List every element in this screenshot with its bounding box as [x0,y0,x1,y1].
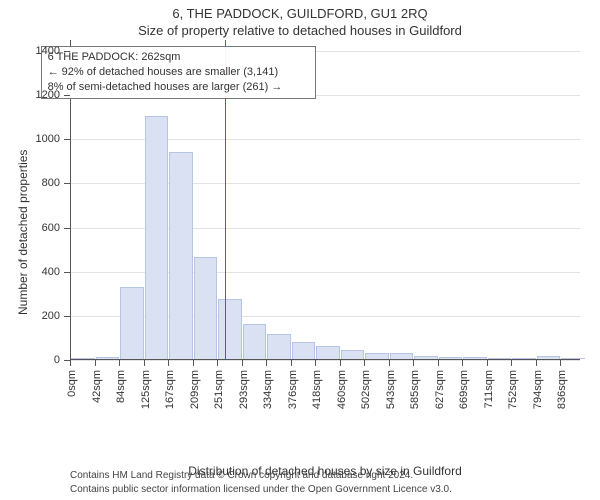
x-tick-label: 42sqm [91,370,103,403]
x-tick-mark [340,360,341,366]
histogram-bar [169,152,193,359]
y-tick-label: 400 [0,266,60,278]
histogram-bar [71,358,95,359]
x-tick-label: 543sqm [385,370,397,409]
y-tick-mark [64,139,70,140]
attribution-line-1: Contains HM Land Registry data © Crown c… [70,469,452,483]
x-tick-mark [266,360,267,366]
histogram-bar [561,358,585,359]
x-tick-mark [168,360,169,366]
x-tick-label: 627sqm [434,370,446,409]
legend-box: 6 THE PADDOCK: 262sqm ← 92% of detached … [41,46,316,99]
y-tick-label: 1200 [0,89,60,101]
page-address: 6, THE PADDOCK, GUILDFORD, GU1 2RQ [0,6,600,21]
histogram-bar [194,257,218,359]
x-tick-mark [438,360,439,366]
legend-line-3: 8% of semi-detached houses are larger (2… [48,80,309,95]
histogram-bar [365,353,389,359]
x-tick-mark [413,360,414,366]
histogram-bar [512,358,536,359]
x-tick-label: 460sqm [336,370,348,409]
x-tick-mark [536,360,537,366]
x-tick-label: 167sqm [164,370,176,409]
y-tick-mark [64,272,70,273]
x-tick-mark [462,360,463,366]
x-tick-label: 794sqm [532,370,544,409]
y-tick-mark [64,183,70,184]
grid-line [71,360,580,361]
histogram-bar [414,356,438,359]
y-tick-label: 800 [0,177,60,189]
histogram-bar [218,299,242,359]
x-tick-mark [511,360,512,366]
y-tick-mark [64,51,70,52]
x-tick-mark [119,360,120,366]
x-tick-label: 376sqm [287,370,299,409]
x-tick-label: 0sqm [66,370,78,397]
x-tick-label: 752sqm [507,370,519,409]
x-tick-mark [95,360,96,366]
page-subtitle: Size of property relative to detached ho… [0,23,600,38]
histogram-bar [96,357,120,359]
x-tick-label: 125sqm [140,370,152,409]
x-tick-mark [193,360,194,366]
y-tick-label: 1400 [0,45,60,57]
legend-line-2: ← 92% of detached houses are smaller (3,… [48,65,309,80]
x-tick-label: 293sqm [238,370,250,409]
histogram-bar [316,346,340,359]
x-tick-mark [560,360,561,366]
x-tick-mark [389,360,390,366]
histogram-bar [243,324,267,359]
x-tick-label: 585sqm [409,370,421,409]
x-tick-label: 334sqm [262,370,274,409]
x-tick-label: 418sqm [311,370,323,409]
x-tick-mark [242,360,243,366]
y-tick-mark [64,95,70,96]
attribution-line-2: Contains public sector information licen… [70,483,452,497]
attribution: Contains HM Land Registry data © Crown c… [70,469,452,496]
histogram-bar [537,356,561,359]
x-tick-mark [70,360,71,366]
x-tick-mark [487,360,488,366]
histogram-bar [390,353,414,359]
x-tick-label: 84sqm [115,370,127,403]
histogram-bar [292,342,316,359]
histogram-bar [267,334,291,359]
x-tick-label: 669sqm [458,370,470,409]
x-tick-mark [315,360,316,366]
y-tick-label: 200 [0,310,60,322]
histogram-bar [439,357,463,359]
x-tick-label: 836sqm [556,370,568,409]
x-tick-label: 209sqm [189,370,201,409]
histogram-bar [341,350,365,359]
legend-line-1: 6 THE PADDOCK: 262sqm [48,50,309,65]
histogram-bar [145,116,169,359]
histogram-bar [120,287,144,359]
histogram-bar [488,358,512,359]
y-tick-mark [64,316,70,317]
y-tick-mark [64,228,70,229]
plot-area: 6 THE PADDOCK: 262sqm ← 92% of detached … [70,40,580,360]
x-tick-mark [291,360,292,366]
y-tick-label: 600 [0,222,60,234]
y-tick-label: 0 [0,354,60,366]
histogram-chart: Number of detached properties 6 THE PADD… [0,40,600,410]
y-tick-label: 1000 [0,133,60,145]
x-tick-mark [144,360,145,366]
x-tick-label: 711sqm [483,370,495,408]
histogram-bar [463,357,487,359]
x-tick-mark [217,360,218,366]
x-tick-label: 502sqm [360,370,372,409]
x-tick-label: 251sqm [213,370,225,409]
x-tick-mark [364,360,365,366]
